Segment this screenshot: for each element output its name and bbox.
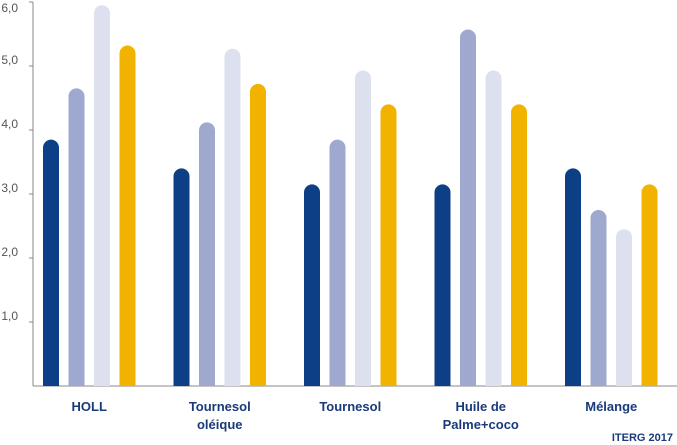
bar	[199, 122, 215, 386]
bar	[616, 229, 632, 386]
bars	[43, 5, 658, 387]
bar	[641, 184, 658, 386]
bar	[485, 70, 502, 386]
bar	[304, 184, 320, 386]
bar	[380, 104, 397, 387]
y-tick-label: 4,0	[1, 117, 18, 131]
y-tick-label: 1,0	[1, 309, 18, 323]
x-category-label: Mélange	[585, 399, 637, 414]
y-tick-label: 5,0	[1, 53, 18, 67]
x-category-label-line: Mélange	[585, 399, 637, 414]
bar	[250, 83, 266, 387]
bar	[590, 210, 607, 386]
bar	[565, 168, 581, 386]
x-category-label-line: oléique	[197, 417, 243, 432]
y-tick-label: 6,0	[1, 1, 18, 15]
x-category-label-line: Huile de	[455, 399, 506, 414]
x-category-label: Huile de Palme+coco	[443, 399, 519, 432]
x-category-label: Tournesol	[319, 399, 381, 414]
bar	[119, 45, 136, 387]
y-tick-label: 3,0	[1, 181, 18, 195]
bar	[94, 5, 110, 386]
source-label: ITERG 2017	[612, 432, 673, 444]
x-category-label: HOLL	[72, 399, 107, 414]
x-category-label-line: HOLL	[72, 399, 107, 414]
bar	[43, 139, 59, 386]
bar	[329, 139, 346, 386]
bar	[434, 184, 451, 386]
bar	[224, 48, 241, 386]
x-category-label-line: Tournesol	[319, 399, 381, 414]
y-tick-label: 2,0	[1, 245, 18, 259]
x-category-label: Tournesol oléique	[189, 399, 251, 432]
bar	[460, 29, 476, 387]
x-category-label-line: Tournesol	[189, 399, 251, 414]
labels: HOLL Tournesol oléique Tournesol Huile de Pal…	[72, 399, 638, 432]
bar	[68, 88, 85, 387]
bar	[355, 70, 371, 386]
bar	[173, 168, 190, 386]
bar	[511, 104, 527, 387]
x-category-label-line: Palme+coco	[443, 417, 519, 432]
